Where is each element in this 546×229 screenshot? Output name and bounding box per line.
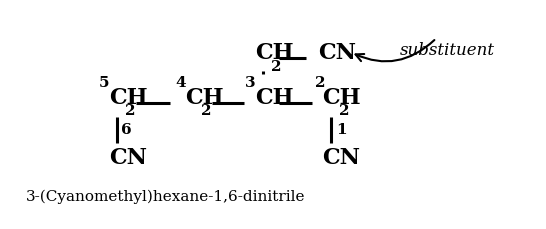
Text: CH: CH xyxy=(255,86,294,108)
Text: 3: 3 xyxy=(245,75,256,89)
Text: CH: CH xyxy=(109,86,147,108)
Text: 6: 6 xyxy=(121,123,132,137)
Text: 2: 2 xyxy=(201,104,212,118)
Text: substituent: substituent xyxy=(400,42,495,59)
Text: 3-(Cyanomethyl)hexane-1,6-dinitrile: 3-(Cyanomethyl)hexane-1,6-dinitrile xyxy=(26,189,305,203)
Text: 1: 1 xyxy=(336,123,347,137)
Text: 2: 2 xyxy=(271,60,281,74)
Text: 4: 4 xyxy=(175,75,186,89)
Text: CH: CH xyxy=(255,42,294,64)
Text: CN: CN xyxy=(109,146,147,168)
Text: 2: 2 xyxy=(125,104,135,118)
Text: 2: 2 xyxy=(339,104,349,118)
Text: CN: CN xyxy=(318,42,357,64)
Text: 2: 2 xyxy=(315,75,325,89)
Text: CN: CN xyxy=(323,146,360,168)
Text: 5: 5 xyxy=(99,75,109,89)
Text: CH: CH xyxy=(323,86,361,108)
Text: CH: CH xyxy=(185,86,224,108)
